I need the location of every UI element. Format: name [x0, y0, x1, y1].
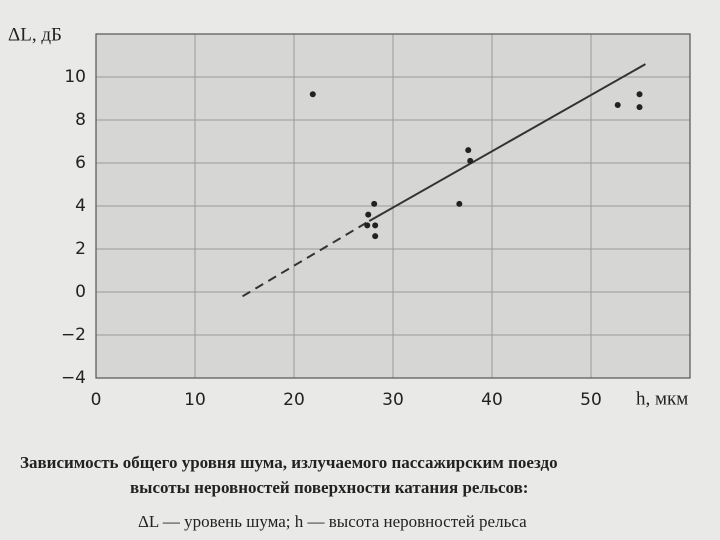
plot-frame — [95, 33, 691, 379]
point — [456, 200, 463, 207]
y-tick-label: −4 — [61, 368, 86, 388]
point — [371, 200, 378, 207]
y-tick-label: 6 — [75, 153, 86, 173]
fit-line — [242, 220, 370, 298]
point — [365, 211, 372, 218]
y-tick-label: 2 — [75, 239, 86, 259]
point — [465, 147, 472, 154]
point — [636, 91, 643, 98]
point — [467, 157, 474, 164]
point — [372, 222, 379, 229]
y-tick-label: −2 — [61, 325, 86, 345]
x-axis-label: h, мкм — [636, 388, 688, 409]
caption: Зависимость общего уровня шума, излучаем… — [20, 453, 558, 531]
x-tick-label: 10 — [184, 390, 206, 410]
caption-line: высоты неровностей поверхности катания р… — [130, 478, 528, 497]
caption-line: ΔL — уровень шума; h — высота неровносте… — [138, 512, 527, 531]
caption-line: Зависимость общего уровня шума, излучаем… — [20, 453, 558, 472]
x-tick-label: 50 — [580, 390, 602, 410]
y-tick-label: 4 — [75, 196, 86, 216]
y-axis-label: ΔL, дБ — [8, 24, 62, 45]
x-tick-label: 20 — [283, 390, 305, 410]
fit-line — [368, 63, 646, 222]
x-tick-label: 40 — [481, 390, 503, 410]
x-tick-label: 30 — [382, 390, 404, 410]
point — [636, 104, 643, 111]
y-tick-label: 8 — [75, 110, 86, 130]
point — [364, 222, 371, 229]
point — [309, 91, 316, 98]
y-tick-label: 0 — [75, 282, 86, 302]
point — [614, 101, 621, 108]
point — [372, 233, 379, 240]
y-tick-label: 10 — [64, 67, 86, 87]
x-tick-label: 0 — [91, 390, 102, 410]
